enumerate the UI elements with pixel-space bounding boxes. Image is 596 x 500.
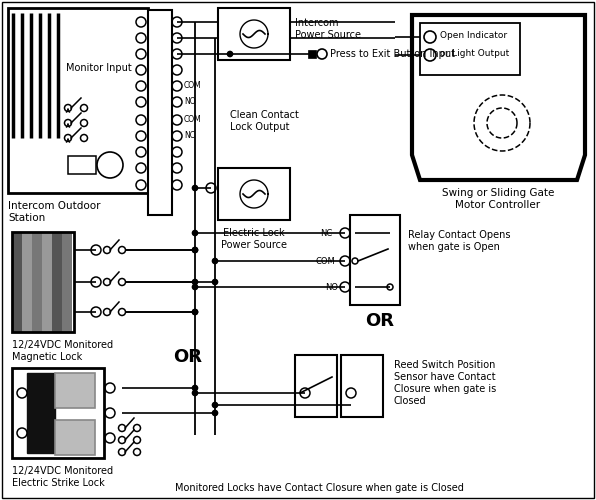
- Circle shape: [193, 230, 197, 235]
- Text: Relay Contact Opens: Relay Contact Opens: [408, 230, 511, 240]
- Text: Swing or Sliding Gate: Swing or Sliding Gate: [442, 188, 554, 198]
- Bar: [350, 215, 400, 305]
- Circle shape: [193, 280, 197, 284]
- Circle shape: [193, 390, 197, 396]
- Bar: [341, 355, 383, 417]
- Circle shape: [193, 284, 197, 290]
- Text: 12/24VDC Monitored: 12/24VDC Monitored: [12, 466, 113, 476]
- Text: NC: NC: [184, 132, 195, 140]
- Text: Power Source: Power Source: [221, 240, 287, 250]
- Text: Monitored Locks have Contact Closure when gate is Closed: Monitored Locks have Contact Closure whe…: [175, 483, 464, 493]
- Text: Lock Output: Lock Output: [230, 122, 290, 132]
- Bar: [12, 368, 104, 458]
- Circle shape: [193, 248, 197, 252]
- Text: Electric Lock: Electric Lock: [223, 228, 285, 238]
- Bar: [308, 50, 316, 58]
- Bar: [52, 232, 62, 332]
- Bar: [218, 8, 290, 60]
- Text: Station: Station: [8, 213, 45, 223]
- Circle shape: [213, 410, 218, 416]
- Bar: [68, 156, 96, 174]
- Text: COM: COM: [184, 116, 202, 124]
- Bar: [8, 8, 148, 193]
- Text: NO: NO: [325, 282, 338, 292]
- Text: Clean Contact: Clean Contact: [230, 110, 299, 120]
- Text: NO: NO: [184, 98, 195, 106]
- Bar: [218, 168, 290, 220]
- Bar: [12, 232, 22, 332]
- Text: COM: COM: [184, 82, 202, 90]
- Text: Press to Exit Button Input: Press to Exit Button Input: [330, 49, 455, 59]
- Bar: [12, 232, 74, 332]
- Text: Closure when gate is: Closure when gate is: [394, 384, 496, 394]
- Circle shape: [213, 402, 218, 407]
- Text: Power Source: Power Source: [295, 30, 361, 40]
- Bar: [295, 355, 337, 417]
- Bar: [55, 420, 95, 455]
- Text: Open Indicator: Open Indicator: [440, 30, 507, 40]
- Text: Intercom Outdoor: Intercom Outdoor: [8, 201, 101, 211]
- Text: or Light Output: or Light Output: [440, 48, 509, 58]
- Text: OR: OR: [173, 348, 203, 366]
- Bar: [42, 232, 52, 332]
- Circle shape: [193, 248, 197, 252]
- Bar: [55, 373, 95, 408]
- Circle shape: [193, 310, 197, 314]
- Bar: [32, 232, 42, 332]
- Text: Closed: Closed: [394, 396, 427, 406]
- Circle shape: [228, 52, 232, 57]
- Circle shape: [213, 280, 218, 284]
- Text: Reed Switch Position: Reed Switch Position: [394, 360, 495, 370]
- Text: Sensor have Contact: Sensor have Contact: [394, 372, 496, 382]
- Circle shape: [193, 386, 197, 390]
- Bar: [148, 10, 172, 215]
- Text: Magnetic Lock: Magnetic Lock: [12, 352, 82, 362]
- Bar: [27, 373, 55, 453]
- Text: COM: COM: [315, 256, 335, 266]
- Text: Monitor Input: Monitor Input: [66, 63, 132, 73]
- Bar: [22, 232, 32, 332]
- Circle shape: [193, 186, 197, 190]
- Circle shape: [213, 258, 218, 264]
- Circle shape: [193, 310, 197, 314]
- Text: NC: NC: [320, 228, 332, 237]
- Text: OR: OR: [365, 312, 395, 330]
- Bar: [62, 232, 72, 332]
- Text: Motor Controller: Motor Controller: [455, 200, 541, 210]
- Bar: [420, 23, 520, 75]
- Text: when gate is Open: when gate is Open: [408, 242, 500, 252]
- Text: 12/24VDC Monitored: 12/24VDC Monitored: [12, 340, 113, 350]
- Text: Electric Strike Lock: Electric Strike Lock: [12, 478, 105, 488]
- Text: Intercom: Intercom: [295, 18, 339, 28]
